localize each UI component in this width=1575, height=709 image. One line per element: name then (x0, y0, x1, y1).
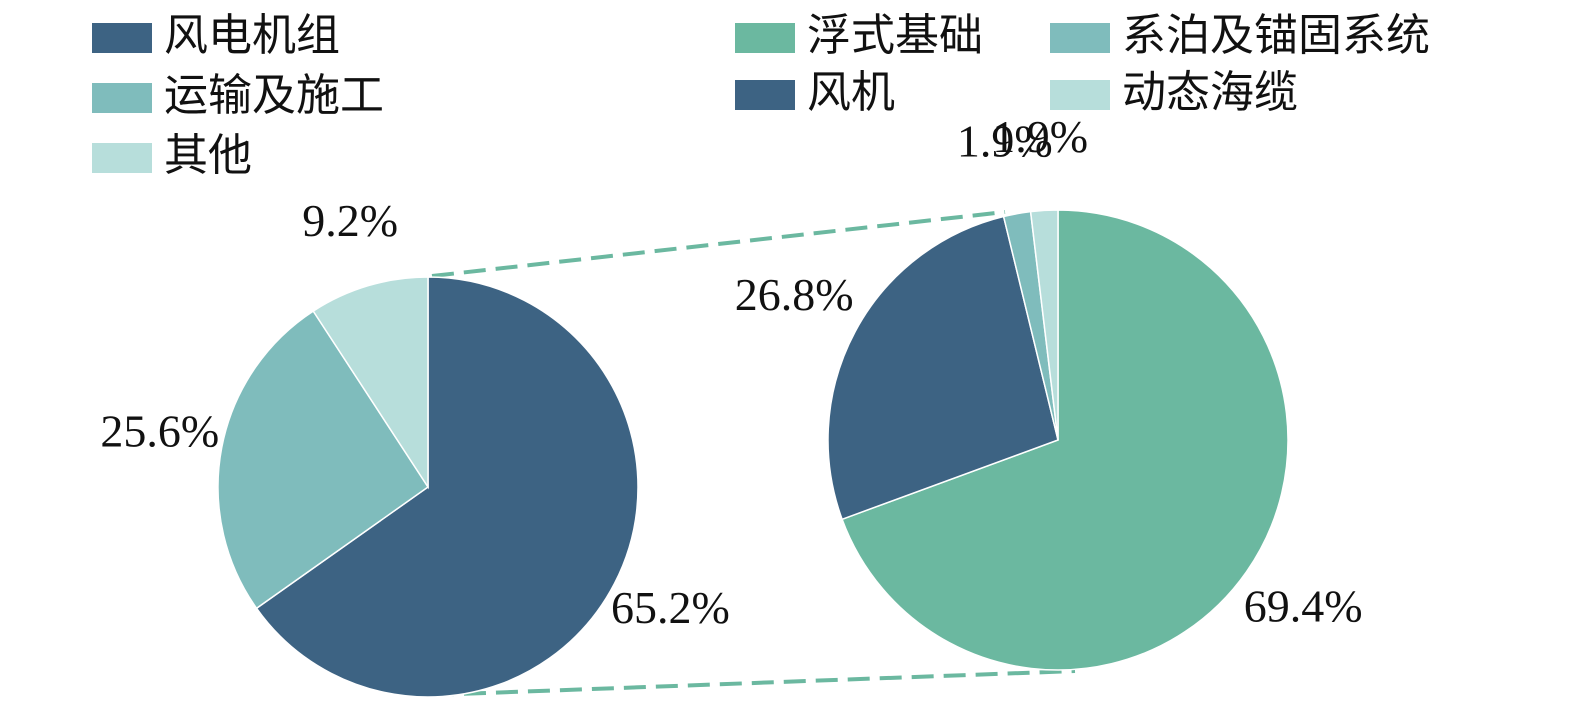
pie-slice (841, 209, 1289, 671)
pie-slice (312, 276, 429, 490)
legend-swatch (1050, 80, 1110, 110)
legend-label: 风电机组 (164, 11, 340, 60)
legend-label: 系泊及锚固系统 (1122, 11, 1430, 60)
data-label: 9.2% (302, 195, 398, 246)
pie-slice (827, 215, 1059, 521)
legend-swatch (92, 23, 152, 53)
legend-label: 动态海缆 (1122, 68, 1298, 117)
data-label: 1.9% (957, 115, 1053, 166)
data-label: 69.4% (1244, 581, 1363, 632)
legend-swatch (735, 80, 795, 110)
pie-slice (1029, 209, 1059, 441)
legend-swatch (1050, 23, 1110, 53)
data-label: 65.2% (611, 582, 730, 633)
legend-swatch (92, 143, 152, 173)
pie-slice (255, 276, 639, 698)
pie-slice (217, 310, 430, 610)
legend-label: 浮式基础 (807, 11, 983, 60)
legend-swatch (92, 83, 152, 113)
data-label: 25.6% (100, 405, 219, 456)
connector-line (431, 669, 1076, 697)
legend-label: 其他 (164, 131, 252, 180)
connector-line (431, 210, 1006, 278)
data-label: 26.8% (735, 269, 854, 320)
legend-swatch (735, 23, 795, 53)
legend-label: 运输及施工 (164, 71, 384, 120)
data-label: 1.9% (992, 111, 1088, 162)
legend-label: 风机 (807, 68, 895, 117)
